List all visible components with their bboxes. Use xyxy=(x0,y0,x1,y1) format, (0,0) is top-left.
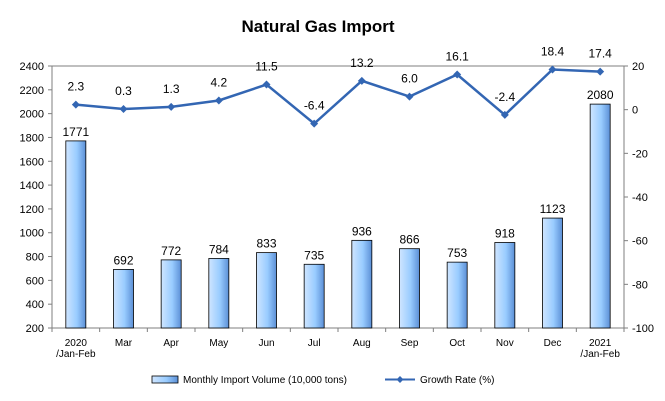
growth-rate-marker xyxy=(71,100,80,109)
chart-title: Natural Gas Import xyxy=(241,17,394,36)
right-axis-tick-label: -60 xyxy=(632,236,648,248)
growth-rate-label: 6.0 xyxy=(401,72,418,86)
x-axis-tick-label: 2020 xyxy=(65,338,88,349)
growth-rate-label: 2.3 xyxy=(67,80,84,94)
right-axis-tick-label: -100 xyxy=(632,323,654,335)
x-axis-tick-label: Sep xyxy=(401,338,419,349)
growth-rate-marker xyxy=(262,80,271,89)
left-axis-tick-label: 1400 xyxy=(20,180,44,192)
axes: 2004006008001000120014001600180020002200… xyxy=(20,61,655,360)
right-axis-tick-label: 0 xyxy=(632,105,638,117)
legend-label-growth: Growth Rate (%) xyxy=(420,375,494,386)
left-axis-tick-label: 1200 xyxy=(20,204,44,216)
bar-value-label: 784 xyxy=(209,242,229,256)
growth-rate-marker xyxy=(119,105,128,114)
growth-rate-marker xyxy=(453,70,462,79)
right-axis-tick-label: -20 xyxy=(632,148,648,160)
bar-value-label: 753 xyxy=(447,246,467,260)
left-axis-tick-label: 2200 xyxy=(20,85,44,97)
bar-value-label: 918 xyxy=(495,226,515,240)
right-axis-tick-label: -80 xyxy=(632,279,648,291)
legend-swatch-marker xyxy=(396,376,404,383)
x-axis-tick-label: Jul xyxy=(308,338,321,349)
bar xyxy=(589,103,611,329)
left-axis-tick-label: 200 xyxy=(26,323,44,335)
growth-rate-label: 4.2 xyxy=(210,75,227,89)
bar xyxy=(351,239,373,329)
bar-value-label: 2080 xyxy=(587,88,614,102)
bar-value-label: 1123 xyxy=(540,202,566,216)
growth-rate-marker xyxy=(357,76,366,85)
growth-rate-label: -6.4 xyxy=(304,99,325,113)
growth-rate-label: 11.5 xyxy=(255,60,278,74)
growth-rate-marker xyxy=(596,67,605,76)
right-axis-tick-label: 20 xyxy=(632,61,644,73)
bar xyxy=(113,269,134,329)
bar-value-label: 692 xyxy=(113,253,133,267)
x-axis-tick-label: May xyxy=(209,338,228,349)
data-labels: 1771 692 772 784 833 735 936 866 753 918 1123 2080 2… xyxy=(62,44,613,267)
growth-rate-marker xyxy=(405,92,414,101)
growth-rate-marker xyxy=(500,110,509,119)
left-axis-tick-label: 600 xyxy=(26,275,44,287)
x-axis-tick-label: /Jan-Feb xyxy=(580,349,620,360)
bar xyxy=(494,242,516,329)
legend-swatch-bar xyxy=(151,375,179,384)
bar xyxy=(256,252,277,329)
growth-rate-marker xyxy=(167,102,176,111)
growth-rate-label: 1.3 xyxy=(163,82,180,96)
left-axis-tick-label: 2000 xyxy=(20,109,44,121)
bar-value-label: 866 xyxy=(399,233,419,247)
growth-rate-marker xyxy=(548,65,557,74)
x-axis-tick-label: Oct xyxy=(449,338,465,349)
left-axis-tick-label: 1800 xyxy=(20,132,44,144)
left-axis-tick-label: 400 xyxy=(26,299,44,311)
left-axis-tick-label: 1000 xyxy=(20,228,44,240)
bar-value-label: 735 xyxy=(304,248,324,262)
x-axis-tick-label: Nov xyxy=(496,338,514,349)
bar xyxy=(399,248,420,329)
bar-value-label: 936 xyxy=(352,224,372,238)
growth-rate-label: 13.2 xyxy=(350,56,374,70)
x-axis-tick-label: Mar xyxy=(115,338,133,349)
left-axis-tick-label: 800 xyxy=(26,252,44,264)
plot-area-border xyxy=(51,65,625,329)
bar xyxy=(446,261,468,329)
growth-rate-label: 17.4 xyxy=(588,47,612,61)
bar xyxy=(542,217,563,329)
legend: Monthly Import Volume (10,000 tons) Growt… xyxy=(151,375,494,386)
left-axis-tick-label: 2400 xyxy=(20,61,44,73)
bar xyxy=(208,258,230,329)
growth-rate-label: -2.4 xyxy=(494,90,515,104)
bar xyxy=(160,259,182,329)
growth-rate-label: 16.1 xyxy=(445,50,469,64)
growth-rate-marker xyxy=(214,96,223,105)
x-axis-tick-label: Apr xyxy=(163,338,179,349)
x-axis-tick-label: Dec xyxy=(544,338,562,349)
growth-rate-label: 0.3 xyxy=(115,84,132,98)
growth-rate-label: 18.4 xyxy=(541,44,565,58)
x-axis-tick-label: /Jan-Feb xyxy=(56,349,96,360)
x-axis-tick-label: Jun xyxy=(258,338,274,349)
bar xyxy=(303,263,325,329)
growth-rate-marker xyxy=(310,119,319,128)
bar-value-label: 772 xyxy=(161,244,181,258)
bar-value-label: 833 xyxy=(256,237,276,251)
x-axis-tick-label: 2021 xyxy=(589,338,612,349)
bar xyxy=(65,140,87,329)
bar-value-label: 1771 xyxy=(62,125,89,139)
x-axis-tick-label: Aug xyxy=(353,338,371,349)
bar-series xyxy=(65,103,611,329)
line-series xyxy=(71,65,605,128)
right-axis-tick-label: -40 xyxy=(632,192,648,204)
growth-rate-line xyxy=(75,68,601,126)
left-axis-tick-label: 1600 xyxy=(20,156,44,168)
legend-label-volume: Monthly Import Volume (10,000 tons) xyxy=(183,375,347,386)
